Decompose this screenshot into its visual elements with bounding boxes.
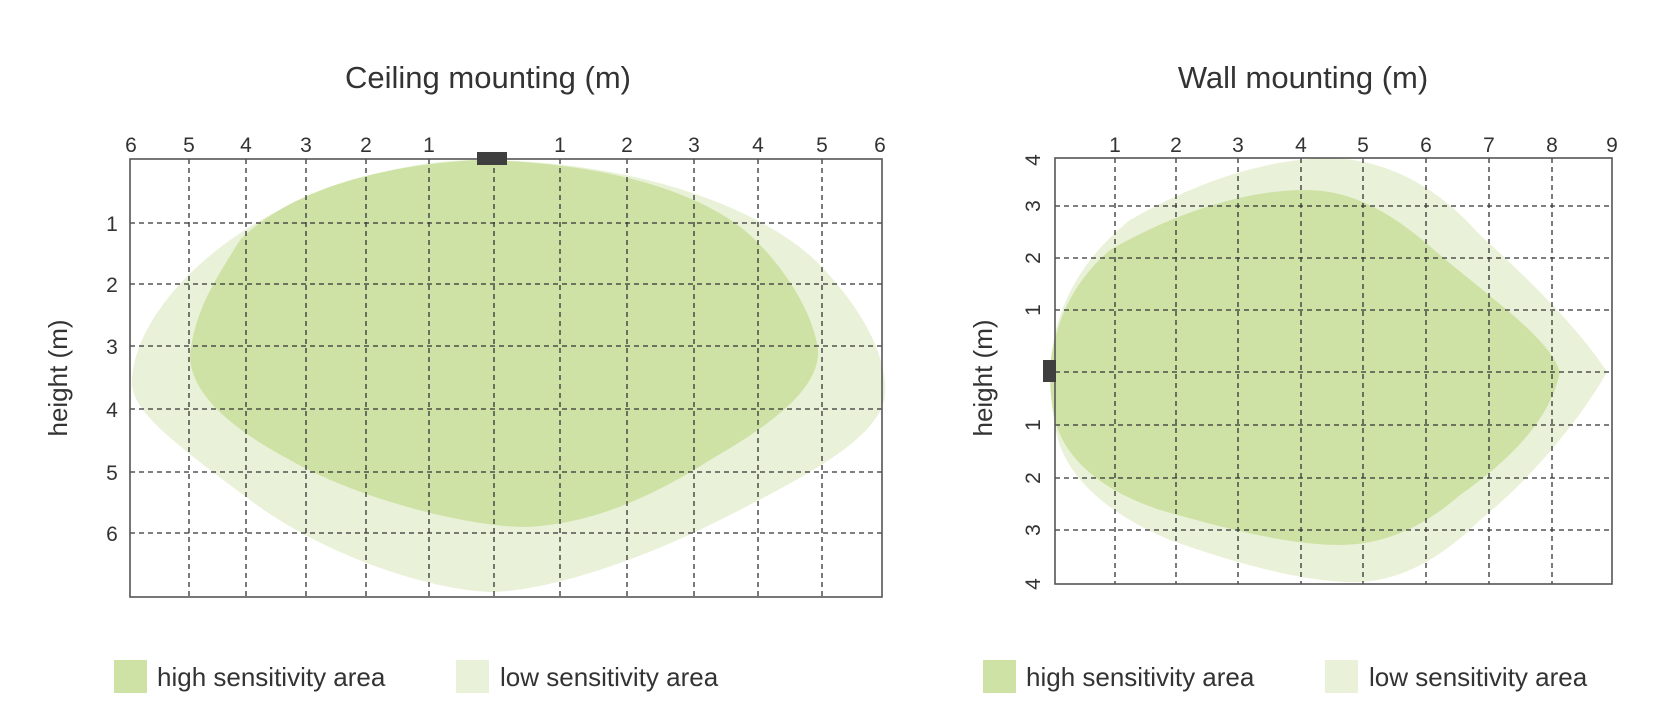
- legend-high-label: high sensitivity area: [157, 662, 386, 692]
- x-tick-label: 6: [874, 134, 886, 157]
- y-tick-label: 6: [106, 523, 118, 546]
- x-tick-label: 9: [1606, 134, 1618, 157]
- ceiling-y-ticks: 1 2 3 4 5 6: [106, 213, 118, 546]
- ceiling-title: Ceiling mounting (m): [345, 60, 631, 95]
- y-tick-label: 2: [1022, 472, 1045, 484]
- y-tick-label: 2: [106, 274, 118, 297]
- wall-legend: high sensitivity area low sensitivity ar…: [983, 660, 1588, 693]
- y-tick-label: 1: [1022, 304, 1045, 316]
- legend-high-swatch: [983, 660, 1016, 693]
- x-tick-label: 3: [300, 134, 312, 157]
- ceiling-panel: Ceiling mounting (m): [43, 60, 886, 693]
- legend-low-swatch: [1325, 660, 1358, 693]
- wall-title: Wall mounting (m): [1178, 60, 1428, 95]
- x-tick-label: 6: [1420, 134, 1432, 157]
- y-tick-label: 3: [1022, 524, 1045, 536]
- y-tick-label: 4: [106, 399, 118, 422]
- legend-low-label: low sensitivity area: [500, 662, 719, 692]
- wall-y-ticks: 4 3 2 1 1 2 3 4: [1022, 154, 1045, 590]
- legend-low-swatch: [456, 660, 489, 693]
- ceiling-sensor-icon: [477, 152, 507, 165]
- y-tick-label: 3: [106, 336, 118, 359]
- ceiling-legend: high sensitivity area low sensitivity ar…: [114, 660, 719, 693]
- wall-y-axis-label: height (m): [968, 319, 998, 436]
- x-tick-label: 4: [240, 134, 252, 157]
- wall-x-ticks: 1 2 3 4 5 6 7 8 9: [1109, 134, 1618, 157]
- x-tick-label: 2: [360, 134, 372, 157]
- x-tick-label: 1: [1109, 134, 1121, 157]
- y-tick-label: 1: [1022, 419, 1045, 431]
- ceiling-grid: [130, 159, 882, 597]
- x-tick-label: 2: [1170, 134, 1182, 157]
- wall-grid: [1055, 158, 1612, 584]
- x-tick-label: 5: [183, 134, 195, 157]
- ceiling-y-axis-label: height (m): [43, 319, 73, 436]
- x-tick-label: 7: [1483, 134, 1495, 157]
- x-tick-label: 2: [621, 134, 633, 157]
- y-tick-label: 3: [1022, 200, 1045, 212]
- x-tick-label: 6: [125, 134, 137, 157]
- legend-high-label: high sensitivity area: [1026, 662, 1255, 692]
- x-tick-label: 3: [1232, 134, 1244, 157]
- x-tick-label: 8: [1546, 134, 1558, 157]
- x-tick-label: 5: [816, 134, 828, 157]
- y-tick-label: 1: [106, 213, 118, 236]
- ceiling-x-ticks: 6 5 4 3 2 1 1 2 3 4 5 6: [125, 134, 886, 157]
- x-tick-label: 5: [1357, 134, 1369, 157]
- legend-high-swatch: [114, 660, 147, 693]
- y-tick-label: 2: [1022, 252, 1045, 264]
- x-tick-label: 1: [554, 134, 566, 157]
- y-tick-label: 4: [1022, 578, 1045, 590]
- legend-low-label: low sensitivity area: [1369, 662, 1588, 692]
- x-tick-label: 4: [1295, 134, 1307, 157]
- x-tick-label: 3: [688, 134, 700, 157]
- wall-sensor-icon: [1043, 360, 1056, 382]
- y-tick-label: 5: [106, 462, 118, 485]
- wall-panel: Wall mounting (m) 1 2: [968, 60, 1618, 693]
- y-tick-label: 4: [1022, 154, 1045, 166]
- x-tick-label: 1: [423, 134, 435, 157]
- x-tick-label: 4: [752, 134, 764, 157]
- ceiling-high-sensitivity-area: [190, 160, 819, 527]
- wall-high-sensitivity-area: [1050, 190, 1560, 545]
